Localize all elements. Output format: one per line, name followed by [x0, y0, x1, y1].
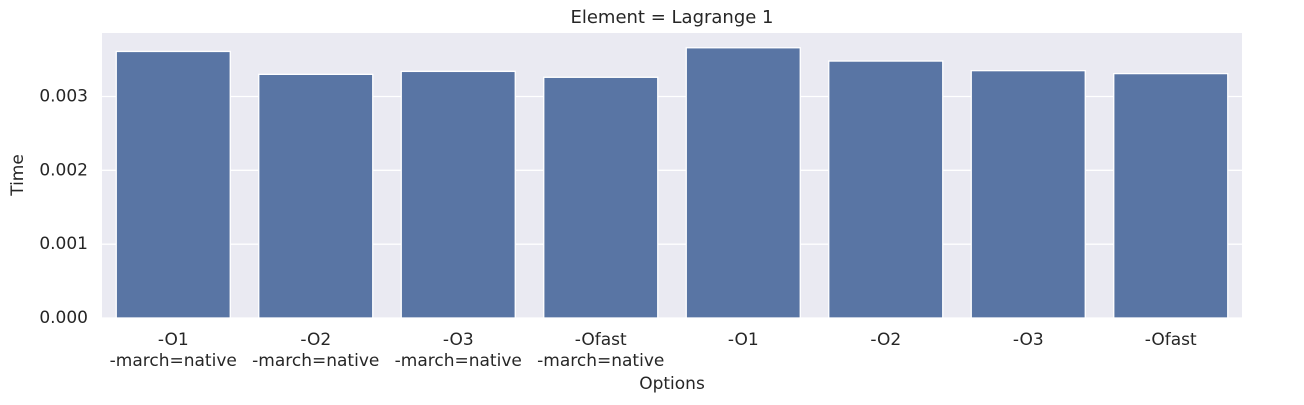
- x-tick-label: -Ofast: [1145, 330, 1197, 350]
- x-tick-label-line: -Ofast: [575, 330, 627, 350]
- x-tick-label: -O3 -march=native: [395, 330, 522, 371]
- x-tick-label-line: -O3: [1013, 330, 1044, 350]
- x-tick-label: -Ofast -march=native: [537, 330, 664, 371]
- x-tick-label-line: -O1: [158, 330, 189, 350]
- x-tick-label: -O2 -march=native: [252, 330, 379, 371]
- x-axis-label: Options: [639, 374, 705, 394]
- x-tick-label: -O1 -march=native: [110, 330, 237, 371]
- x-tick-label-line: -march=native: [395, 351, 522, 371]
- y-tick-label: 0.003: [39, 86, 88, 106]
- x-tick-label: -O1: [728, 330, 759, 350]
- bar: [258, 73, 374, 319]
- chart-title: Element = Lagrange 1: [570, 7, 773, 28]
- x-tick-label: -O2: [870, 330, 901, 350]
- x-tick-label-line: -O1: [728, 330, 759, 350]
- x-tick-label-line: -O3: [443, 330, 474, 350]
- bar: [828, 60, 944, 319]
- y-axis-label: Time: [8, 154, 28, 197]
- y-tick-label: 0.002: [39, 160, 88, 180]
- x-tick-label-line: -march=native: [537, 351, 664, 371]
- bar: [685, 47, 801, 319]
- bar: [543, 76, 659, 319]
- x-tick-label-line: -Ofast: [1145, 330, 1197, 350]
- bar: [400, 70, 516, 319]
- x-tick-label-line: -march=native: [110, 351, 237, 371]
- y-tick-label: 0.001: [39, 234, 88, 254]
- x-tick-label: -O3: [1013, 330, 1044, 350]
- bar: [115, 50, 231, 319]
- y-tick-label: 0.000: [39, 308, 88, 328]
- x-tick-label-line: -O2: [870, 330, 901, 350]
- x-tick-label-line: -march=native: [252, 351, 379, 371]
- bar: [1113, 72, 1229, 319]
- bar: [970, 70, 1086, 319]
- x-tick-label-line: -O2: [300, 330, 331, 350]
